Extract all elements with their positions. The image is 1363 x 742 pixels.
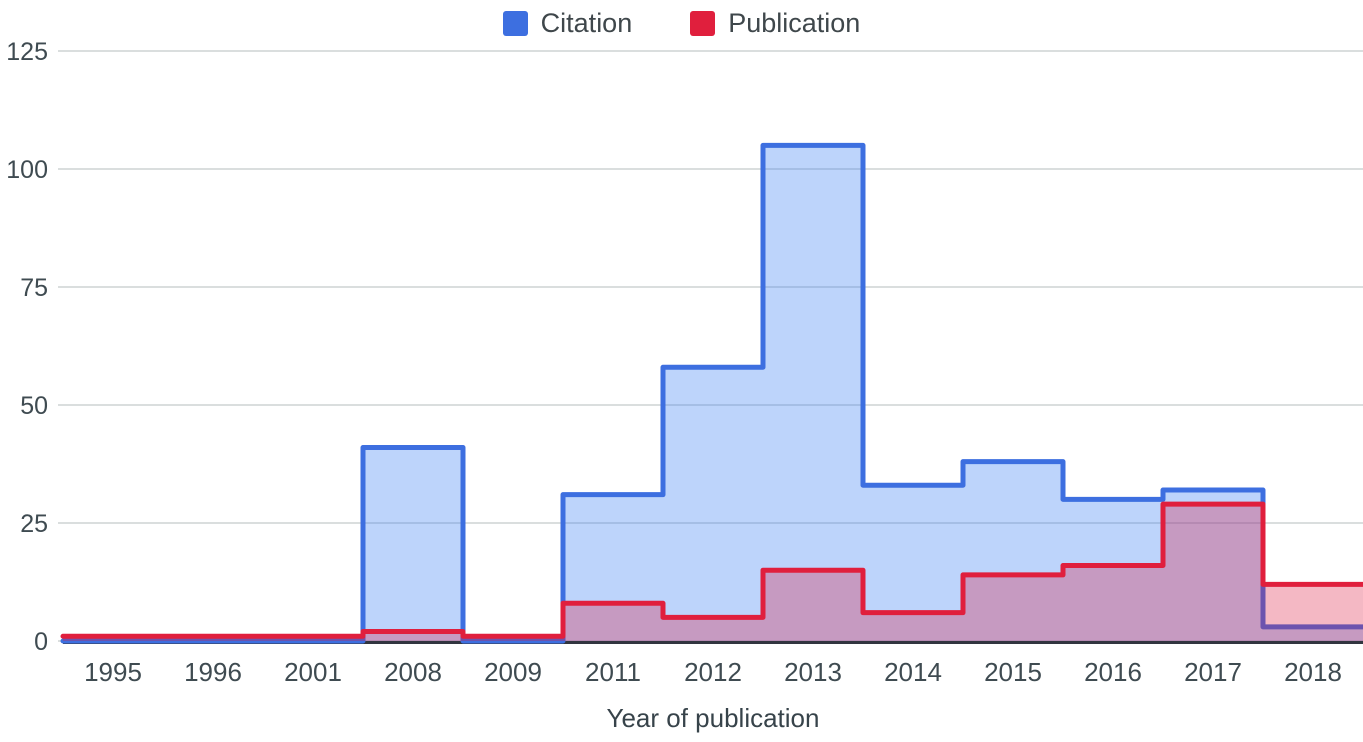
x-tick-label: 2012 [684,657,742,687]
x-tick-label: 2018 [1284,657,1342,687]
x-tick-label: 2015 [984,657,1042,687]
x-axis-title: Year of publication [606,703,820,733]
x-tick-label: 2017 [1184,657,1242,687]
x-tick-label: 2008 [384,657,442,687]
x-tick-label: 2013 [784,657,842,687]
y-tick-label: 75 [20,274,48,302]
y-tick-label: 50 [20,392,48,420]
y-tick-label: 0 [34,628,48,656]
series-area-citation [63,145,1363,641]
series-line-publication [60,501,1363,639]
x-tick-label: 2011 [585,657,641,687]
x-tick-label: 2001 [284,657,342,687]
x-tick-label: 2009 [484,657,542,687]
series-line-citation [60,142,1363,644]
y-tick-label: 100 [6,156,48,184]
y-tick-label: 25 [20,510,48,538]
x-tick-label: 1996 [184,657,242,687]
x-tick-label: 2016 [1084,657,1142,687]
x-tick-label: 1995 [84,657,142,687]
series-area-publication [63,504,1363,641]
x-tick-label: 2014 [884,657,942,687]
y-tick-label: 125 [6,38,48,66]
